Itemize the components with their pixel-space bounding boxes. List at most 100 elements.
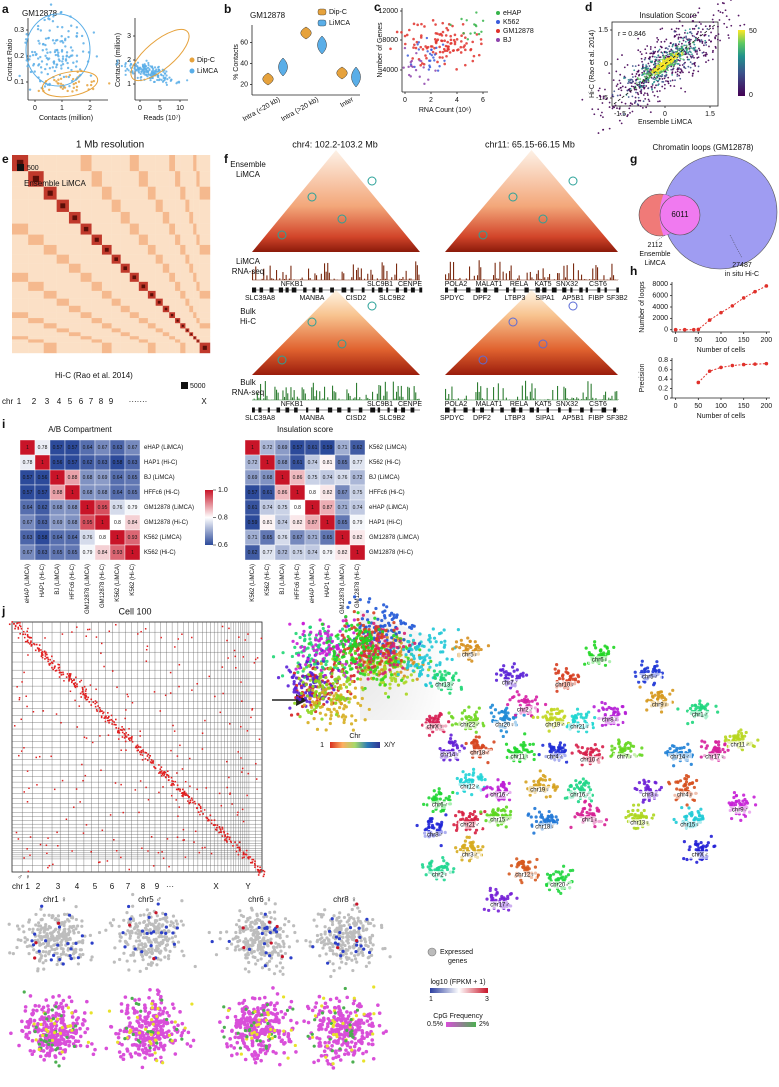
bead <box>329 647 333 651</box>
contact <box>251 707 254 710</box>
point <box>705 61 707 63</box>
matrix-block <box>28 223 44 235</box>
row-label: HAP1 (Hi-C) <box>369 520 402 526</box>
matrix-block <box>56 155 70 172</box>
matrix-block <box>56 272 70 283</box>
rna-bar <box>526 396 528 400</box>
point <box>661 80 664 83</box>
point <box>697 70 700 73</box>
region-title: chr4: 102.2-103.2 Mb <box>292 139 378 149</box>
x-tick-label: 0 <box>138 105 142 112</box>
point <box>725 26 728 29</box>
matrix-block <box>111 272 121 283</box>
bead <box>314 643 318 647</box>
rna-bar <box>365 394 367 400</box>
point <box>714 37 717 40</box>
bead <box>411 678 415 682</box>
data-point <box>719 365 723 370</box>
contact <box>47 660 49 663</box>
cell-value: 0.63 <box>38 520 48 526</box>
legend-marker <box>496 11 500 15</box>
panel-label: c <box>374 0 381 14</box>
x-tick-label: 2 <box>429 97 433 104</box>
contact <box>225 760 228 763</box>
column-label: HFFc6 (Hi-C) <box>70 564 76 600</box>
cell-value: 0.67 <box>293 535 303 541</box>
contact <box>65 676 68 678</box>
point <box>429 45 433 48</box>
bead <box>428 640 432 644</box>
diagonal-block <box>132 275 137 280</box>
matrix-block <box>199 318 211 324</box>
row-label: eHAP (LiMCA) <box>369 505 408 511</box>
bead <box>395 663 400 667</box>
point <box>31 53 35 57</box>
matrix-block <box>101 342 112 354</box>
x-axis-label: RNA Count (10⁶) <box>419 107 471 114</box>
diagonal-block <box>150 293 154 297</box>
point <box>409 75 412 78</box>
contact <box>189 757 191 760</box>
point <box>697 30 699 33</box>
contact <box>108 719 111 721</box>
point <box>124 69 127 72</box>
y-tick-label: 8000 <box>652 281 668 288</box>
bead <box>388 686 392 690</box>
bead <box>456 627 460 632</box>
point <box>75 32 79 35</box>
contact <box>91 741 94 744</box>
matrix-block <box>189 263 194 273</box>
exon <box>454 287 457 293</box>
bead <box>407 649 411 654</box>
point <box>697 11 700 14</box>
contact <box>226 639 228 642</box>
point <box>677 27 680 30</box>
cell-value: 0.72 <box>248 460 258 466</box>
point <box>57 51 60 54</box>
matrix-block <box>111 199 121 213</box>
contact <box>30 640 32 642</box>
chr-label: 6 <box>110 882 115 891</box>
matrix-block <box>43 305 57 313</box>
contact <box>102 712 104 715</box>
matrix-block <box>12 339 29 343</box>
bead <box>306 657 310 662</box>
matrix-block <box>199 312 211 319</box>
gene-label: AP5B1 <box>562 415 584 422</box>
contact <box>194 830 197 833</box>
data-point <box>691 327 696 332</box>
point <box>661 75 663 78</box>
contact <box>201 847 204 849</box>
cell-value: 0.74 <box>323 475 333 481</box>
point <box>635 73 638 75</box>
matrix-block <box>120 234 130 246</box>
matrix-block <box>180 244 186 255</box>
cell-value: 0.84 <box>128 520 138 526</box>
contact <box>71 681 73 684</box>
point <box>441 43 445 46</box>
point <box>61 87 65 91</box>
bead <box>386 695 391 699</box>
point <box>464 48 467 52</box>
bead <box>304 691 308 695</box>
point <box>670 61 673 64</box>
matrix-block <box>28 281 44 292</box>
bead <box>301 654 305 658</box>
data-point <box>730 363 735 368</box>
contact <box>20 718 23 721</box>
matrix-block <box>189 312 194 319</box>
bead <box>408 633 413 638</box>
cell-value: 0.65 <box>263 535 273 541</box>
point <box>72 61 75 64</box>
contact <box>106 719 109 722</box>
panel-label: b <box>224 2 231 16</box>
exon <box>491 407 494 413</box>
point <box>619 82 622 85</box>
contact <box>107 734 110 736</box>
matrix-block <box>189 305 194 313</box>
exon <box>562 287 567 293</box>
rna-bar <box>544 277 546 280</box>
matrix-block <box>199 186 211 200</box>
bead <box>385 605 389 609</box>
bead <box>385 635 389 640</box>
